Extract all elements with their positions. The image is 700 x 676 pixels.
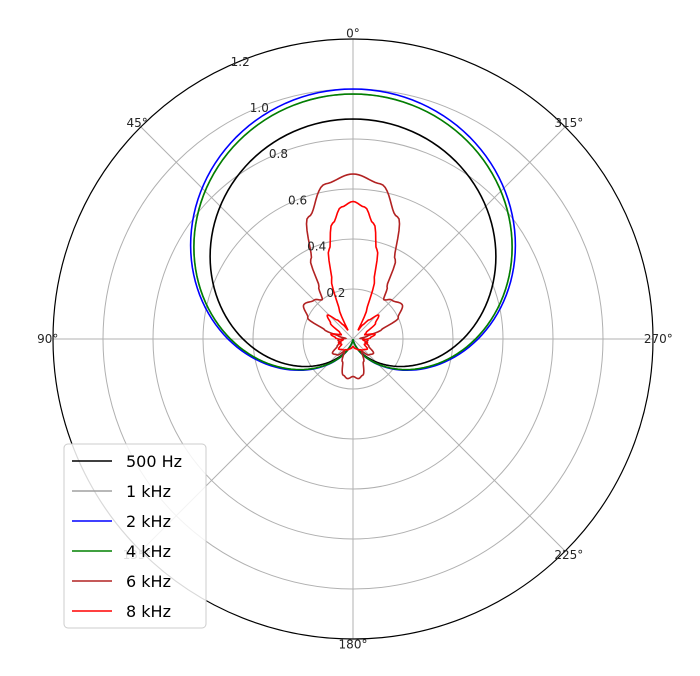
polar-grid	[52, 38, 654, 640]
legend-label: 2 kHz	[126, 512, 171, 531]
series-line-6-khz	[302, 173, 404, 380]
grid-ring	[202, 188, 504, 490]
legend-label: 6 kHz	[126, 572, 171, 591]
angle-tick-label: 45°	[126, 116, 147, 130]
radial-tick-label: 0.8	[269, 147, 288, 161]
tick-labels: 0°45°90°135°180°225°270°315°0.20.40.60.8…	[37, 27, 673, 652]
legend-label: 1 kHz	[126, 482, 171, 501]
polar-frame	[52, 38, 654, 640]
radial-tick-label: 1.2	[231, 55, 250, 69]
grid-ring	[302, 288, 404, 390]
angle-tick-label: 90°	[37, 332, 58, 346]
radial-tick-label: 0.2	[326, 286, 345, 300]
angle-tick-label: 315°	[554, 116, 583, 130]
grid-ring	[152, 138, 554, 540]
radial-tick-label: 0.6	[288, 193, 307, 207]
series-line-4-khz	[193, 93, 513, 371]
grid-ring	[252, 238, 454, 440]
radial-tick-label: 0.4	[307, 240, 326, 254]
legend-label: 8 kHz	[126, 602, 171, 621]
legend-label: 500 Hz	[126, 452, 182, 471]
legend-box	[63, 443, 207, 629]
angle-tick-label: 180°	[339, 637, 368, 651]
legend: 500 Hz 1 kHz 2 kHz 4 kHz 6 kHz 8 kHz	[63, 443, 207, 629]
radial-tick-label: 1.0	[250, 101, 269, 115]
angle-tick-label: 0°	[346, 27, 360, 41]
angle-tick-label: 225°	[554, 548, 583, 562]
series-lines	[189, 88, 517, 380]
legend-label: 4 kHz	[126, 542, 171, 561]
series-line-8-khz	[326, 200, 380, 351]
angle-tick-label: 270°	[644, 332, 673, 346]
